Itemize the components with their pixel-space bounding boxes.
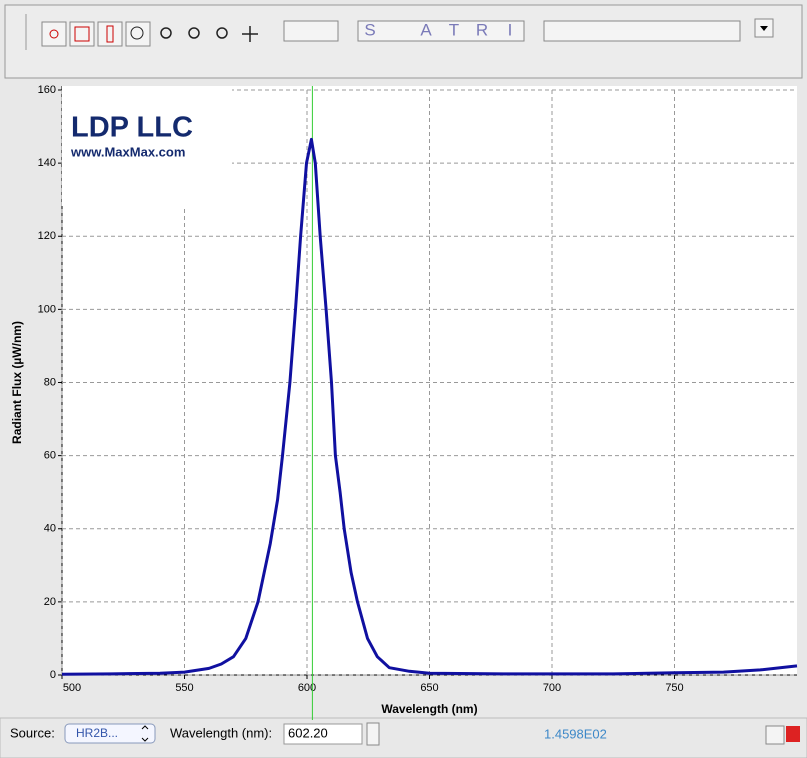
logo-title: LDP LLC [71, 112, 193, 144]
x-tick-label: 600 [298, 682, 316, 694]
x-tick-label: 550 [175, 682, 193, 694]
zoom-tools [41, 21, 258, 47]
y-tick-label: 160 [38, 84, 56, 96]
x-tick-label: 500 [63, 682, 81, 694]
mode-letter: I [508, 20, 513, 39]
plot: 0 20 40 60 80 100 120 140 160 500 550 600 650 700 750 W… [10, 84, 798, 720]
x-axis-label: Wavelength (nm) [381, 702, 477, 716]
select-arrows [141, 725, 149, 742]
y-axis-label: Radiant Flux (µW/nm) [10, 321, 24, 444]
y-tick-label: 140 [38, 157, 56, 169]
y-tick-label: 120 [38, 230, 56, 242]
x-tick-label: 750 [665, 682, 683, 694]
y-tick-label: 20 [44, 596, 56, 608]
zoom-in-button[interactable] [160, 27, 172, 39]
wavelength-value: 602.20 [288, 725, 328, 740]
mode-letter: R [476, 20, 488, 39]
y-tick-label: 80 [44, 376, 56, 388]
y-tick-label: 60 [44, 450, 56, 462]
zoom-fit-button[interactable] [125, 21, 151, 47]
mode-letter: A [420, 20, 432, 39]
x-tick-label: 700 [543, 682, 561, 694]
peak-button[interactable] [765, 725, 785, 745]
source-select[interactable] [64, 723, 156, 744]
wavelength-input[interactable] [283, 723, 363, 745]
icon [74, 26, 90, 42]
source-value: HR2B... [76, 726, 118, 740]
icon [130, 26, 144, 40]
y-tick-label: 100 [38, 303, 56, 315]
file-buttons[interactable] [543, 20, 741, 42]
source-label: Source: [10, 725, 55, 740]
y-tick-label: 0 [50, 669, 56, 681]
spectrum-line [61, 137, 798, 676]
icon [106, 25, 114, 43]
icon [49, 29, 59, 39]
menu-arrow [760, 26, 768, 31]
pan-button[interactable] [242, 26, 258, 42]
x-tick-label: 650 [420, 682, 438, 694]
wavelength-label: Wavelength (nm): [170, 725, 272, 740]
zoom-box-button[interactable] [69, 21, 95, 47]
logo-bg [62, 86, 232, 206]
close-button[interactable] [786, 726, 800, 742]
wavelength-spinner[interactable] [366, 722, 380, 746]
crosshair-button[interactable] [41, 21, 67, 47]
y-tick-label: 40 [44, 523, 56, 535]
mode-letter: S [364, 20, 375, 39]
lamp-buttons[interactable] [283, 20, 339, 42]
zoom-reset-button[interactable] [216, 27, 228, 39]
mode-buttons[interactable] [357, 20, 525, 42]
logo-url: www.MaxMax.com [70, 144, 185, 159]
zoom-out-button[interactable] [188, 27, 200, 39]
mode-letter: T [449, 20, 459, 39]
reading-value: 1.4598E02 [544, 726, 607, 741]
